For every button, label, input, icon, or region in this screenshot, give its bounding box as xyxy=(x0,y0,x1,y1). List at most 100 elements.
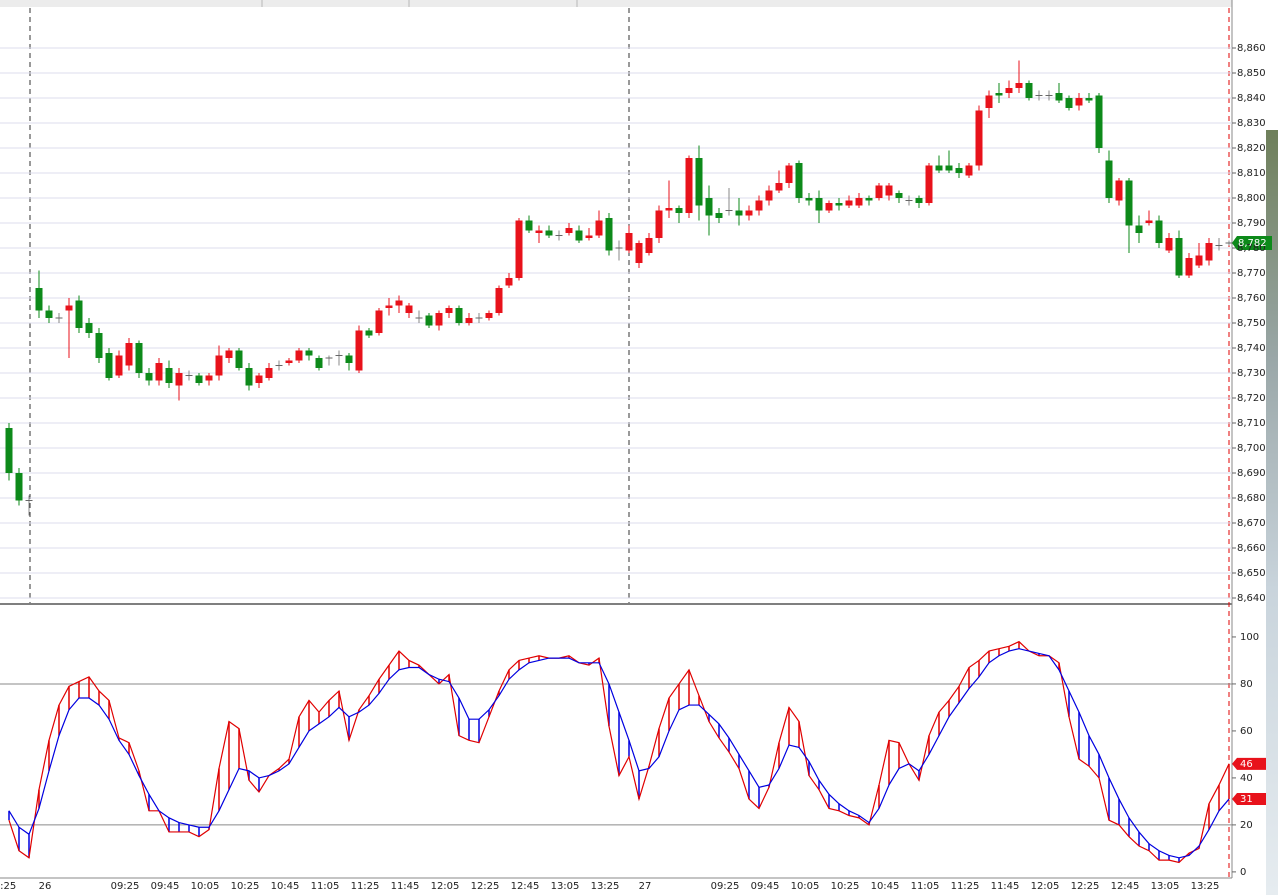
x-tick-label: 10:25 xyxy=(231,881,260,892)
candle-body xyxy=(395,300,403,306)
candle-body xyxy=(1005,88,1013,93)
x-tick-label: 11:05 xyxy=(911,881,940,892)
x-tick-label: 11:05 xyxy=(311,881,340,892)
candle-body xyxy=(1115,180,1123,201)
candle-body xyxy=(75,300,83,328)
candle-body xyxy=(975,110,983,166)
candle-body xyxy=(115,355,123,376)
candle-body xyxy=(1205,243,1213,261)
candle-body xyxy=(345,355,353,363)
candle-body xyxy=(765,190,773,201)
candle-body xyxy=(495,288,503,313)
y-tick-label: 8,710 xyxy=(1237,418,1266,429)
x-tick-label: 11:45 xyxy=(991,881,1020,892)
y-tick-label: 8,800 xyxy=(1237,193,1266,204)
y-tick-label: 40 xyxy=(1240,773,1253,784)
candle-body xyxy=(225,350,233,358)
price-badge-label: 8,782 xyxy=(1238,238,1267,249)
y-tick-label: 20 xyxy=(1240,820,1253,831)
x-tick-label: 09:45 xyxy=(751,881,780,892)
y-tick-label: 8,790 xyxy=(1237,218,1266,229)
x-tick-label: 09:25 xyxy=(111,881,140,892)
candle-body xyxy=(545,230,553,236)
candle-body xyxy=(255,375,263,383)
y-tick-label: 0 xyxy=(1240,867,1246,878)
candle-body xyxy=(105,353,113,378)
y-tick-label: 60 xyxy=(1240,726,1253,737)
candle-body xyxy=(595,220,603,236)
candle-body xyxy=(715,213,723,218)
y-tick-label: 8,820 xyxy=(1237,143,1266,154)
candle-body xyxy=(985,95,993,108)
candle-body xyxy=(835,203,843,206)
candle-body xyxy=(935,165,943,171)
candle-body xyxy=(35,288,43,311)
x-tick-label: 12:45 xyxy=(511,881,540,892)
candle-body xyxy=(565,228,573,233)
x-tick-label: 12:25 xyxy=(471,881,500,892)
y-tick-label: 8,780 xyxy=(1237,243,1266,254)
candle-body xyxy=(135,343,143,373)
candle-body xyxy=(825,203,833,211)
y-tick-label: 8,670 xyxy=(1237,518,1266,529)
candle-body xyxy=(795,163,803,198)
y-tick-label: 8,720 xyxy=(1237,393,1266,404)
candle-body xyxy=(805,198,813,201)
x-tick-label: 10:45 xyxy=(271,881,300,892)
x-tick-label: 11:25 xyxy=(951,881,980,892)
candle-body xyxy=(375,310,383,333)
candle-body xyxy=(605,218,613,251)
candle-body xyxy=(585,235,593,238)
candle-body xyxy=(445,308,453,313)
candle-body xyxy=(1095,95,1103,148)
candle-body xyxy=(315,358,323,368)
x-tick-label: 10:25 xyxy=(831,881,860,892)
x-tick-label: 27 xyxy=(639,881,652,892)
y-tick-label: 8,750 xyxy=(1237,318,1266,329)
y-tick-label: 8,650 xyxy=(1237,568,1266,579)
candle-body xyxy=(1105,160,1113,198)
y-tick-label: 8,640 xyxy=(1237,593,1266,604)
value-badge xyxy=(1232,757,1266,770)
candle-body xyxy=(125,343,133,366)
candle-body xyxy=(1075,98,1083,106)
x-tick-label: 11:25 xyxy=(351,881,380,892)
x-tick-label: 11:45 xyxy=(391,881,420,892)
y-tick-label: 8,850 xyxy=(1237,68,1266,79)
candle-body xyxy=(155,363,163,381)
x-tick-label: 13:05 xyxy=(1151,881,1180,892)
y-tick-label: 80 xyxy=(1240,679,1253,690)
candle-body xyxy=(665,208,673,211)
y-tick-label: 8,860 xyxy=(1237,43,1266,54)
y-tick-label: 8,760 xyxy=(1237,293,1266,304)
candle-body xyxy=(785,165,793,183)
candle-body xyxy=(1055,93,1063,101)
x-tick-label: 13:25 xyxy=(1191,881,1220,892)
x-tick-label: 3:25 xyxy=(0,881,16,892)
y-tick-label: 8,700 xyxy=(1237,443,1266,454)
candle-body xyxy=(15,473,23,501)
candle-body xyxy=(1185,258,1193,276)
candle-body xyxy=(175,373,183,386)
candle-body xyxy=(355,330,363,371)
candle-body xyxy=(875,185,883,198)
candle-body xyxy=(1125,180,1133,226)
candle-body xyxy=(85,323,93,333)
candle-body xyxy=(455,308,463,323)
candle-body xyxy=(95,333,103,358)
candle-body xyxy=(1155,220,1163,243)
candle-body xyxy=(265,368,273,378)
header-strip xyxy=(0,0,1232,7)
y-tick-label: 8,770 xyxy=(1237,268,1266,279)
candle-body xyxy=(435,313,443,326)
x-tick-label: 09:25 xyxy=(711,881,740,892)
candle-body xyxy=(945,165,953,171)
candle-body xyxy=(1145,220,1153,223)
x-tick-label: 26 xyxy=(39,881,52,892)
x-tick-label: 13:05 xyxy=(551,881,580,892)
candle-body xyxy=(645,238,653,253)
candle-body xyxy=(385,305,393,308)
y-tick-label: 100 xyxy=(1240,632,1259,643)
